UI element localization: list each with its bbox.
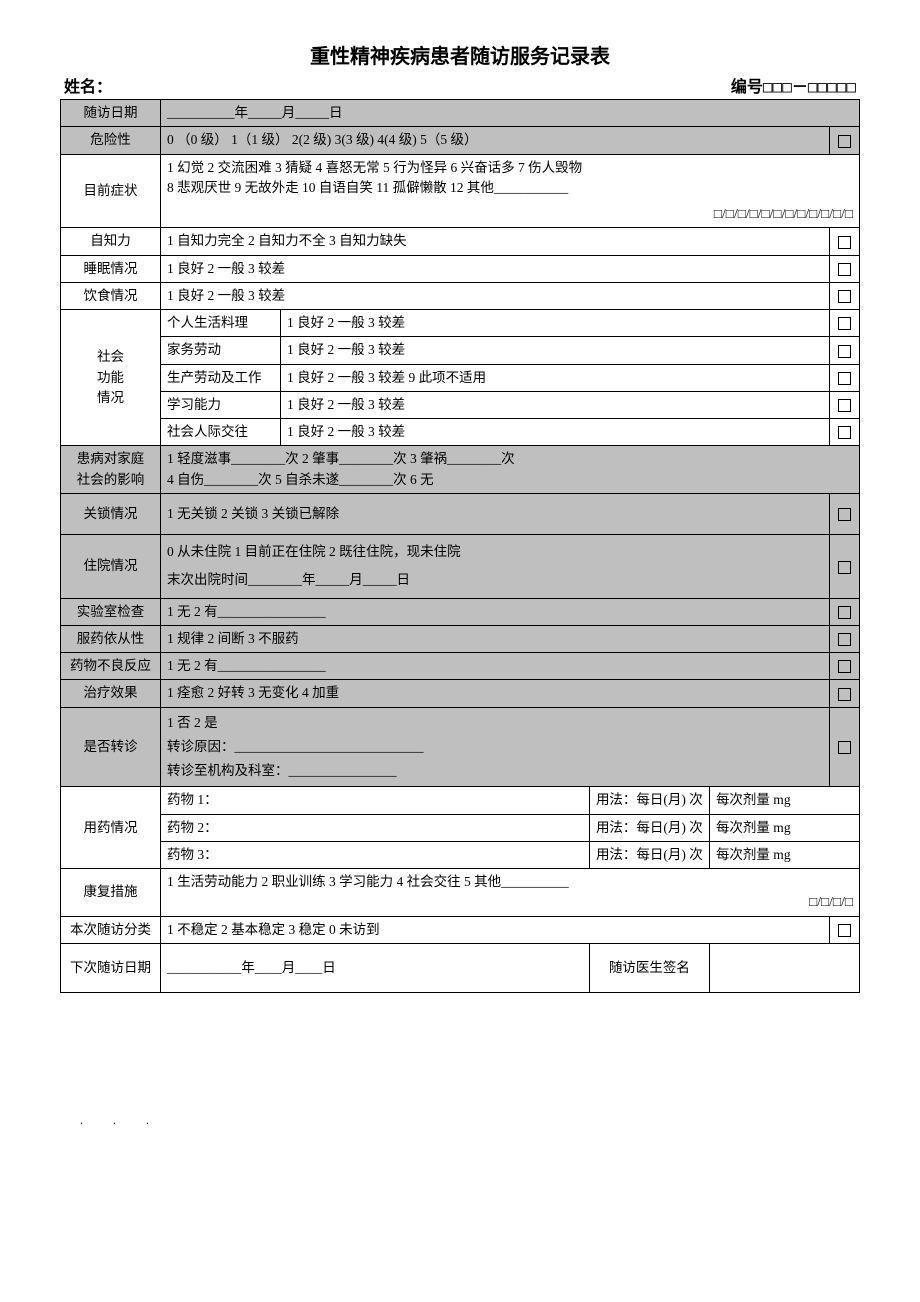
row-classification-checkbox[interactable] <box>829 916 859 943</box>
social-item-4-opts[interactable]: 1 良好 2 一般 3 较差 <box>281 419 830 446</box>
row-sleep-checkbox[interactable] <box>829 255 859 282</box>
row-diet-label: 饮食情况 <box>61 282 161 309</box>
referral-line2: 转诊原因：____________________________ <box>167 735 823 759</box>
row-symptoms-content[interactable]: 1 幻觉 2 交流困难 3 猜疑 4 喜怒无常 5 行为怪异 6 兴奋话多 7 … <box>161 154 860 201</box>
id-section: 编号□□□－□□□□□ <box>731 73 856 97</box>
row-classification-label: 本次随访分类 <box>61 916 161 943</box>
social-item-3-checkbox[interactable] <box>829 391 859 418</box>
row-symptoms-label: 目前症状 <box>61 154 161 228</box>
symptoms-line2: 8 悲观厌世 9 无故外走 10 自语自笑 11 孤僻懒散 12 其他_____… <box>167 178 853 198</box>
drug-1-usage[interactable]: 用法：每日(月) 次 <box>589 814 709 841</box>
row-lab-checkbox[interactable] <box>829 598 859 625</box>
row-sleep-label: 睡眠情况 <box>61 255 161 282</box>
form-header: 姓名： 编号□□□－□□□□□ <box>60 73 860 97</box>
row-classification-content[interactable]: 1 不稳定 2 基本稳定 3 稳定 0 未访到 <box>161 916 830 943</box>
drug-0-dose[interactable]: 每次剂量 mg <box>709 787 859 814</box>
social-item-1-checkbox[interactable] <box>829 337 859 364</box>
drug-2-name[interactable]: 药物 3： <box>161 841 590 868</box>
social-item-0-opts[interactable]: 1 良好 2 一般 3 较差 <box>281 310 830 337</box>
social-item-2-opts[interactable]: 1 良好 2 一般 3 较差 9 此项不适用 <box>281 364 830 391</box>
row-hospital-checkbox[interactable] <box>829 535 859 599</box>
row-risk-content[interactable]: 0 （0 级） 1（1 级） 2(2 级) 3(3 级) 4(4 级) 5（5 … <box>161 127 830 154</box>
drug-2-usage[interactable]: 用法：每日(月) 次 <box>589 841 709 868</box>
social-item-2-checkbox[interactable] <box>829 364 859 391</box>
drug-1-name[interactable]: 药物 2： <box>161 814 590 841</box>
drug-1-dose[interactable]: 每次剂量 mg <box>709 814 859 841</box>
row-compliance-label: 服药依从性 <box>61 625 161 652</box>
row-doctor-signature[interactable] <box>709 943 859 992</box>
row-insight-content[interactable]: 1 自知力完全 2 自知力不全 3 自知力缺失 <box>161 228 830 255</box>
row-adverse-content[interactable]: 1 无 2 有________________ <box>161 653 830 680</box>
row-referral-content[interactable]: 1 否 2 是 转诊原因：___________________________… <box>161 707 830 787</box>
row-medication-label: 用药情况 <box>61 787 161 869</box>
social-item-1-name: 家务劳动 <box>161 337 281 364</box>
row-referral-checkbox[interactable] <box>829 707 859 787</box>
row-next-label: 下次随访日期 <box>61 943 161 992</box>
row-impact-content[interactable]: 1 轻度滋事________次 2 肇事________次 3 肇祸______… <box>161 446 860 494</box>
social-item-1-opts[interactable]: 1 良好 2 一般 3 较差 <box>281 337 830 364</box>
row-referral-label: 是否转诊 <box>61 707 161 787</box>
hospital-line2: 末次出院时间________年_____月_____日 <box>167 566 823 594</box>
row-effect-checkbox[interactable] <box>829 680 859 707</box>
referral-line3: 转诊至机构及科室：________________ <box>167 759 823 783</box>
row-impact-label: 患病对家庭 社会的影响 <box>61 446 161 494</box>
row-visit-date-label: 随访日期 <box>61 100 161 127</box>
social-item-4-checkbox[interactable] <box>829 419 859 446</box>
row-next-date[interactable]: ___________年____月____日 <box>161 943 590 992</box>
row-adverse-label: 药物不良反应 <box>61 653 161 680</box>
social-item-0-checkbox[interactable] <box>829 310 859 337</box>
rehab-content-text: 1 生活劳动能力 2 职业训练 3 学习能力 4 社会交往 5 其他______… <box>167 872 853 892</box>
row-rehab-content[interactable]: 1 生活劳动能力 2 职业训练 3 学习能力 4 社会交往 5 其他______… <box>161 869 860 917</box>
drug-0-usage[interactable]: 用法：每日(月) 次 <box>589 787 709 814</box>
row-risk-label: 危险性 <box>61 127 161 154</box>
impact-line1: 1 轻度滋事________次 2 肇事________次 3 肇祸______… <box>167 449 853 469</box>
rehab-checks[interactable]: □/□/□/□ <box>167 892 853 912</box>
row-sleep-content[interactable]: 1 良好 2 一般 3 较差 <box>161 255 830 282</box>
social-item-4-name: 社会人际交往 <box>161 419 281 446</box>
social-item-3-name: 学习能力 <box>161 391 281 418</box>
row-effect-label: 治疗效果 <box>61 680 161 707</box>
row-lab-label: 实验室检查 <box>61 598 161 625</box>
id-label: 编号 <box>731 79 763 96</box>
row-hospital-label: 住院情况 <box>61 535 161 599</box>
row-insight-checkbox[interactable] <box>829 228 859 255</box>
row-compliance-checkbox[interactable] <box>829 625 859 652</box>
row-doctor-label: 随访医生签名 <box>589 943 709 992</box>
form-title: 重性精神疾病患者随访服务记录表 <box>60 40 860 69</box>
row-lock-content[interactable]: 1 无关锁 2 关锁 3 关锁已解除 <box>161 493 830 534</box>
name-label: 姓名： <box>64 73 112 97</box>
id-boxes: □□□－□□□□□ <box>763 77 856 96</box>
row-lock-checkbox[interactable] <box>829 493 859 534</box>
impact-line2: 4 自伤________次 5 自杀未遂________次 6 无 <box>167 470 853 490</box>
drug-0-name[interactable]: 药物 1： <box>161 787 590 814</box>
row-diet-content[interactable]: 1 良好 2 一般 3 较差 <box>161 282 830 309</box>
row-diet-checkbox[interactable] <box>829 282 859 309</box>
symptoms-line1: 1 幻觉 2 交流困难 3 猜疑 4 喜怒无常 5 行为怪异 6 兴奋话多 7 … <box>167 158 853 178</box>
row-social-label: 社会 功能 情况 <box>61 310 161 446</box>
hospital-line1: 0 从未住院 1 目前正在住院 2 既往住院，现未住院 <box>167 538 823 566</box>
row-rehab-label: 康复措施 <box>61 869 161 917</box>
social-item-3-opts[interactable]: 1 良好 2 一般 3 较差 <box>281 391 830 418</box>
social-item-2-name: 生产劳动及工作 <box>161 364 281 391</box>
row-insight-label: 自知力 <box>61 228 161 255</box>
symptoms-checks[interactable]: □/□/□/□/□/□/□/□/□/□/□/□ <box>161 201 860 228</box>
row-compliance-content[interactable]: 1 规律 2 间断 3 不服药 <box>161 625 830 652</box>
row-hospital-content[interactable]: 0 从未住院 1 目前正在住院 2 既往住院，现未住院 末次出院时间______… <box>161 535 830 599</box>
drug-2-dose[interactable]: 每次剂量 mg <box>709 841 859 868</box>
row-lock-label: 关锁情况 <box>61 493 161 534</box>
row-lab-content[interactable]: 1 无 2 有________________ <box>161 598 830 625</box>
social-item-0-name: 个人生活料理 <box>161 310 281 337</box>
row-effect-content[interactable]: 1 痊愈 2 好转 3 无变化 4 加重 <box>161 680 830 707</box>
row-adverse-checkbox[interactable] <box>829 653 859 680</box>
row-visit-date-content[interactable]: __________年_____月_____日 <box>161 100 860 127</box>
referral-line1: 1 否 2 是 <box>167 711 823 735</box>
footer-dots: ... <box>60 1113 860 1128</box>
row-risk-checkbox[interactable] <box>829 127 859 154</box>
followup-form-table: 随访日期 __________年_____月_____日 危险性 0 （0 级）… <box>60 99 860 993</box>
